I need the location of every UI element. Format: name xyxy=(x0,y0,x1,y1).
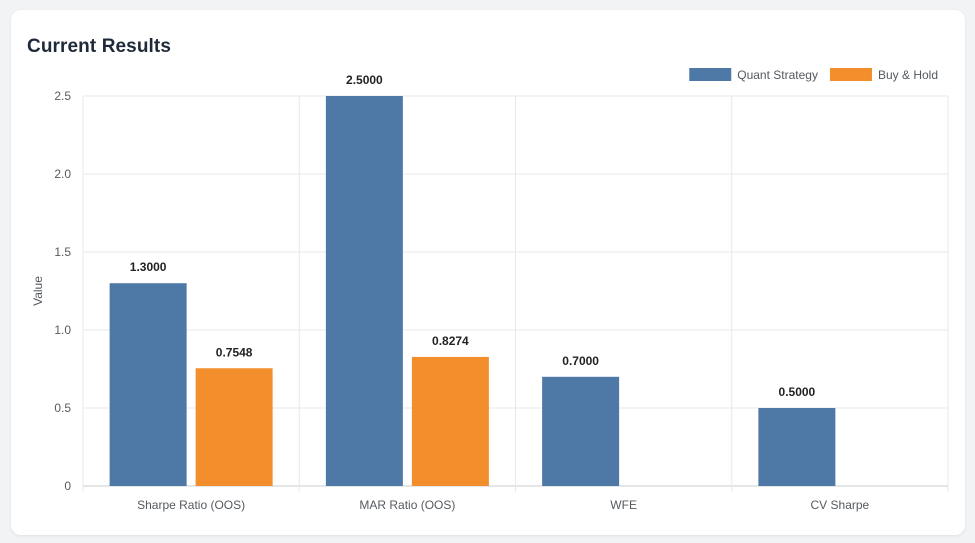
data-label: 0.5000 xyxy=(779,385,816,399)
bar-quant-strategy-1 xyxy=(325,96,403,486)
bar-buy-hold-1 xyxy=(411,356,489,486)
x-tick-label: MAR Ratio (OOS) xyxy=(359,498,455,512)
y-tick-label: 2.5 xyxy=(54,89,71,103)
data-label: 0.7000 xyxy=(562,354,599,368)
legend-swatch-1 xyxy=(829,68,872,81)
y-tick-label: 1.0 xyxy=(54,323,71,337)
bar-quant-strategy-3 xyxy=(758,408,836,486)
bar-quant-strategy-0 xyxy=(109,283,187,486)
results-card: Current Results 0 0.5 1.0 1.5 2.0 2.5 Value 1.3… xyxy=(11,10,965,535)
data-label: 2.5000 xyxy=(346,73,383,87)
bar-chart: 0 0.5 1.0 1.5 2.0 2.5 Value 1.3000 0.7548 Sharpe … xyxy=(31,68,949,512)
y-tick-label: 0 xyxy=(64,479,71,493)
y-tick-label: 0.5 xyxy=(54,401,71,415)
card-title: Current Results xyxy=(27,36,172,57)
x-tick-label: WFE xyxy=(610,498,637,512)
bar-buy-hold-0 xyxy=(195,368,273,486)
y-tick-label: 1.5 xyxy=(54,245,71,259)
y-axis-title: Value xyxy=(31,276,45,306)
legend-label: Quant Strategy xyxy=(737,68,818,82)
y-tick-label: 2.0 xyxy=(54,167,71,181)
data-label: 0.8274 xyxy=(432,334,469,348)
bar-quant-strategy-2 xyxy=(542,376,620,486)
data-label: 0.7548 xyxy=(216,345,253,359)
legend-swatch-0 xyxy=(689,68,732,81)
x-tick-label: Sharpe Ratio (OOS) xyxy=(137,498,245,512)
legend-label: Buy & Hold xyxy=(878,68,938,82)
data-label: 1.3000 xyxy=(130,260,167,274)
x-tick-label: CV Sharpe xyxy=(811,498,870,512)
